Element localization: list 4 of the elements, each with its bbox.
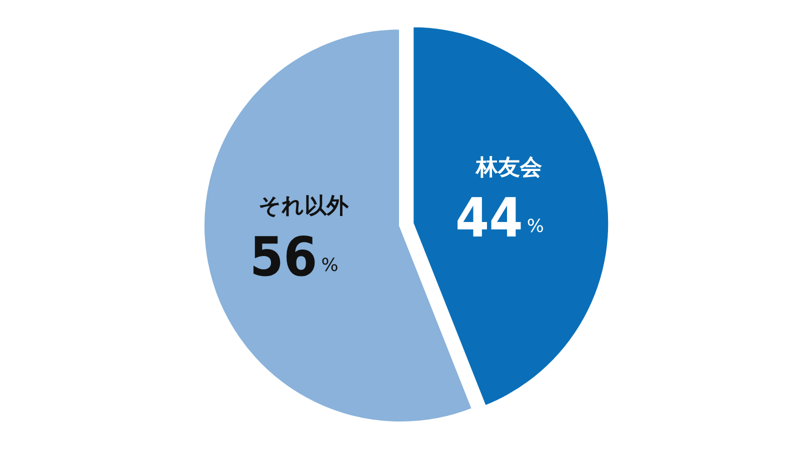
data-label: 56% xyxy=(250,226,338,289)
slice-label: 林友会 xyxy=(475,155,544,180)
data-label: 44% xyxy=(455,186,544,250)
slice-label: それ以外 xyxy=(258,194,350,220)
